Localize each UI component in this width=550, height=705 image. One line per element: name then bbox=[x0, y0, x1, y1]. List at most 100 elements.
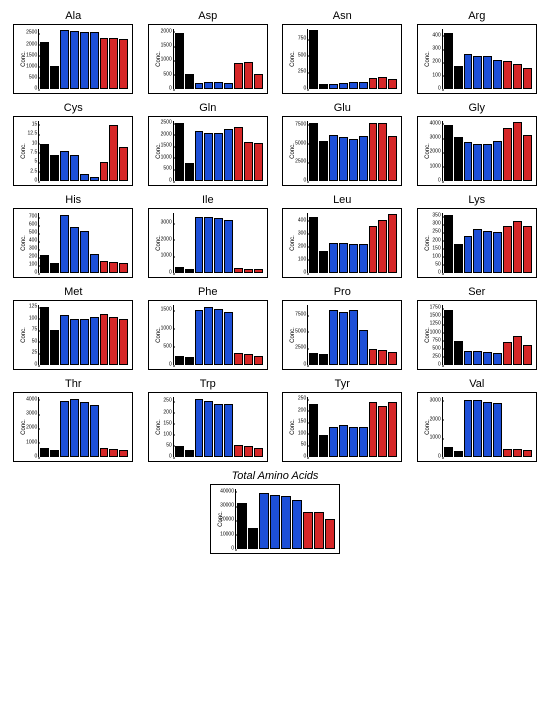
bar bbox=[329, 243, 338, 273]
bar bbox=[50, 450, 59, 457]
panel-title: Leu bbox=[282, 194, 402, 206]
bar bbox=[90, 32, 99, 89]
bar bbox=[60, 401, 69, 457]
bar bbox=[224, 83, 233, 89]
y-tick: 0 bbox=[288, 87, 306, 92]
y-tick: 2000 bbox=[154, 237, 172, 242]
y-ticks: 02.557.51012.515 bbox=[19, 121, 37, 181]
bar bbox=[473, 351, 482, 365]
y-tick: 125 bbox=[19, 305, 37, 310]
bar bbox=[119, 147, 128, 181]
y-tick: 750 bbox=[423, 338, 441, 343]
panel-total: Total Amino Acids Conc. 0100002000030000… bbox=[210, 470, 340, 554]
y-tick: 0 bbox=[154, 179, 172, 184]
y-tick: 3000 bbox=[19, 412, 37, 417]
bars-container bbox=[174, 121, 264, 181]
bar bbox=[185, 357, 194, 365]
y-tick: 100 bbox=[288, 431, 306, 436]
bar bbox=[90, 317, 99, 365]
panel-title: Asp bbox=[148, 10, 268, 22]
bar bbox=[309, 30, 318, 89]
bar bbox=[244, 446, 253, 457]
panel-met: MetConc.0255075100125 bbox=[13, 286, 133, 370]
y-tick: 1500 bbox=[154, 308, 172, 313]
y-tick: 500 bbox=[423, 346, 441, 351]
y-tick: 2000 bbox=[423, 417, 441, 422]
chart-box: Conc.0100200300400500600700 bbox=[13, 208, 133, 278]
bar bbox=[513, 221, 522, 273]
y-tick: 0 bbox=[288, 179, 306, 184]
y-tick: 50 bbox=[154, 443, 172, 448]
plot-area: 01000200030004000 bbox=[38, 397, 129, 457]
bar bbox=[109, 262, 118, 273]
y-tick: 0 bbox=[288, 363, 306, 368]
y-tick: 0 bbox=[423, 455, 441, 460]
bar bbox=[80, 402, 89, 457]
y-ticks: 050100150200250300350 bbox=[423, 213, 441, 273]
bar bbox=[100, 448, 109, 457]
bar bbox=[175, 446, 184, 457]
bar bbox=[493, 141, 502, 181]
bar bbox=[464, 400, 473, 457]
y-tick: 2000 bbox=[19, 426, 37, 431]
bar bbox=[40, 448, 49, 457]
bars-container bbox=[174, 305, 264, 365]
bar bbox=[109, 317, 118, 365]
bar bbox=[513, 64, 522, 89]
y-tick: 1500 bbox=[423, 314, 441, 319]
panel-title: Gly bbox=[417, 102, 537, 114]
bar bbox=[214, 309, 223, 365]
bar bbox=[483, 402, 492, 457]
bar bbox=[60, 30, 69, 89]
y-tick: 50 bbox=[423, 262, 441, 267]
panel-title: Tyr bbox=[282, 378, 402, 390]
bar bbox=[309, 123, 318, 182]
bar bbox=[303, 512, 313, 549]
bars-container bbox=[308, 305, 398, 365]
amino-acid-panel-grid: AlaConc.05001000150020002500AspConc.0500… bbox=[10, 10, 540, 462]
bar bbox=[254, 143, 263, 181]
y-tick: 250 bbox=[423, 230, 441, 235]
y-tick: 0 bbox=[216, 547, 234, 552]
y-ticks: 0100200300400500600700 bbox=[19, 213, 37, 273]
bar bbox=[339, 425, 348, 457]
plot-area: 0250050007500 bbox=[307, 121, 398, 181]
bar bbox=[224, 404, 233, 457]
panel-trp: TrpConc.050100150200250 bbox=[148, 378, 268, 462]
bar bbox=[109, 449, 118, 457]
y-ticks: 02505007501000125015001750 bbox=[423, 305, 441, 365]
bar bbox=[464, 142, 473, 181]
bar bbox=[204, 82, 213, 89]
bar bbox=[388, 79, 397, 89]
bar bbox=[454, 66, 463, 89]
panel-ala: AlaConc.05001000150020002500 bbox=[13, 10, 133, 94]
panel-title: Thr bbox=[13, 378, 133, 390]
bar bbox=[523, 345, 532, 365]
bar bbox=[464, 54, 473, 89]
bar bbox=[454, 137, 463, 181]
bar bbox=[175, 123, 184, 181]
panel-asn: AsnConc.0250500750 bbox=[282, 10, 402, 94]
y-ticks: 0100200300400 bbox=[423, 29, 441, 89]
y-tick: 500 bbox=[154, 167, 172, 172]
y-tick: 2500 bbox=[288, 160, 306, 165]
bar bbox=[339, 137, 348, 181]
y-tick: 5000 bbox=[288, 141, 306, 146]
bar bbox=[523, 226, 532, 273]
bar bbox=[359, 427, 368, 457]
bar bbox=[109, 38, 118, 89]
bar bbox=[80, 231, 89, 273]
panel-title: Met bbox=[13, 286, 133, 298]
panel-val: ValConc.0100020003000 bbox=[417, 378, 537, 462]
y-tick: 250 bbox=[288, 397, 306, 402]
bar bbox=[444, 33, 453, 89]
y-tick: 1500 bbox=[154, 144, 172, 149]
bar bbox=[329, 310, 338, 365]
y-tick: 0 bbox=[288, 271, 306, 276]
bar bbox=[292, 500, 302, 549]
chart-box: Conc.050100150200250 bbox=[148, 392, 268, 462]
y-tick: 1000 bbox=[154, 155, 172, 160]
chart-box: Conc.050100150200250 bbox=[282, 392, 402, 462]
bar bbox=[513, 336, 522, 365]
bar bbox=[329, 427, 338, 457]
